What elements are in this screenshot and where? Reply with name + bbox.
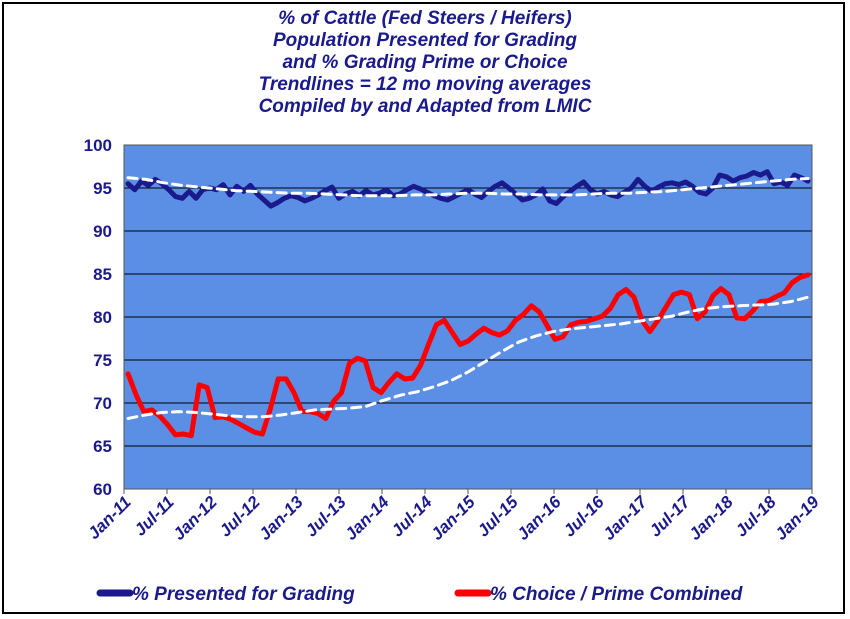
y-tick-label: 70 xyxy=(93,394,112,413)
y-tick-label: 75 xyxy=(93,351,112,370)
series-lines xyxy=(125,169,811,439)
title-line-2: Population Presented for Grading xyxy=(272,30,578,51)
title-line-5: Compiled by and Adapted from LMIC xyxy=(258,96,592,117)
x-tick-label: Jan-17 xyxy=(599,491,652,544)
x-axis-ticks: Jan-11Jul-11Jan-12Jul-12Jan-13Jul-13Jan-… xyxy=(84,489,823,544)
trendline-3 xyxy=(126,295,810,420)
y-tick-label: 85 xyxy=(93,265,112,284)
title-line-4: Trendlines = 12 mo moving averages xyxy=(258,74,592,95)
x-tick-label: Jan-15 xyxy=(427,492,479,544)
legend: % Presented for Grading % Choice / Prime … xyxy=(96,584,743,605)
y-tick-label: 90 xyxy=(93,222,112,241)
trendline-2 xyxy=(126,176,810,198)
y-tick-label: 100 xyxy=(84,136,112,155)
x-tick-label: Jan-16 xyxy=(513,492,565,544)
title-line-3: and % Grading Prime or Choice xyxy=(282,52,568,73)
y-tick-label: 95 xyxy=(93,179,112,198)
chart-title: % of Cattle (Fed Steers / Heifers) Popul… xyxy=(0,8,850,118)
x-tick-label: Jan-14 xyxy=(341,492,393,544)
x-tick-label: Jan-18 xyxy=(685,492,737,544)
x-tick-label: Jan-12 xyxy=(169,492,221,544)
y-tick-label: 65 xyxy=(93,437,112,456)
y-tick-label: 80 xyxy=(93,308,112,327)
y-axis-ticks: 60 65 70 75 80 85 90 95 100 xyxy=(84,136,112,499)
y-tick-label: 60 xyxy=(93,480,112,499)
x-tick-label: Jan-13 xyxy=(255,492,307,544)
x-tick-label: Jan-19 xyxy=(771,492,823,544)
legend-label: % Presented for Grading xyxy=(132,584,355,605)
title-line-1: % of Cattle (Fed Steers / Heifers) xyxy=(278,8,572,29)
legend-label: % Choice / Prime Combined xyxy=(490,584,743,605)
x-tick-label: Jan-11 xyxy=(84,492,135,543)
